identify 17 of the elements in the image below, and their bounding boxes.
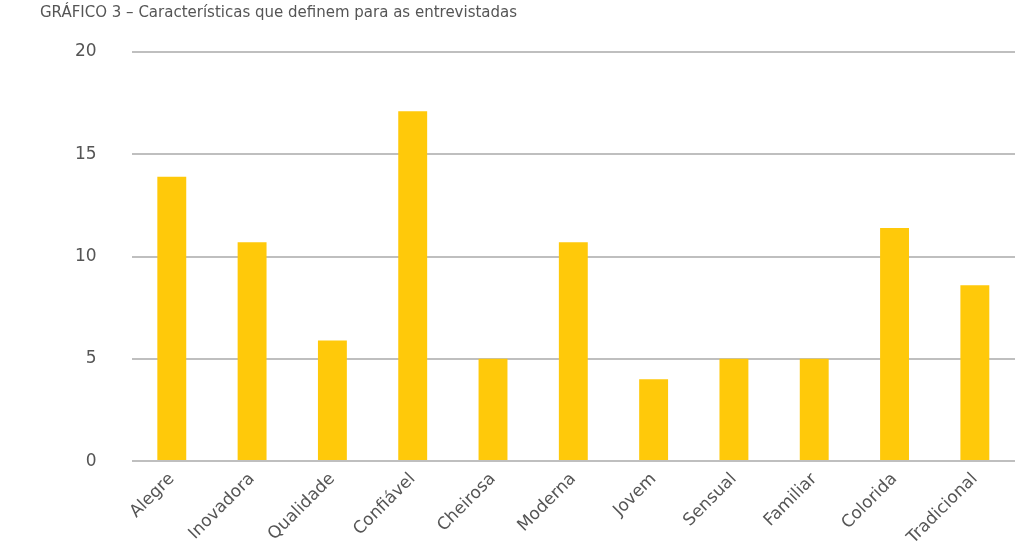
chart-title: GRÁFICO 3 – Características que definem para as entrevistadas xyxy=(40,1,518,21)
bar xyxy=(880,227,909,461)
y-tick-label: 0 xyxy=(85,449,97,470)
bar xyxy=(317,340,347,461)
bar xyxy=(639,379,669,461)
bar xyxy=(478,358,508,461)
bar xyxy=(237,242,267,461)
bar xyxy=(558,242,588,461)
y-tick-label: 20 xyxy=(74,40,97,61)
y-tick-label: 5 xyxy=(85,347,97,368)
bar xyxy=(960,285,990,461)
bar xyxy=(719,358,749,461)
bar xyxy=(157,176,187,461)
bar xyxy=(398,111,428,461)
y-tick-label: 10 xyxy=(74,244,97,265)
bar xyxy=(799,358,829,461)
y-tick-label: 15 xyxy=(74,142,97,163)
